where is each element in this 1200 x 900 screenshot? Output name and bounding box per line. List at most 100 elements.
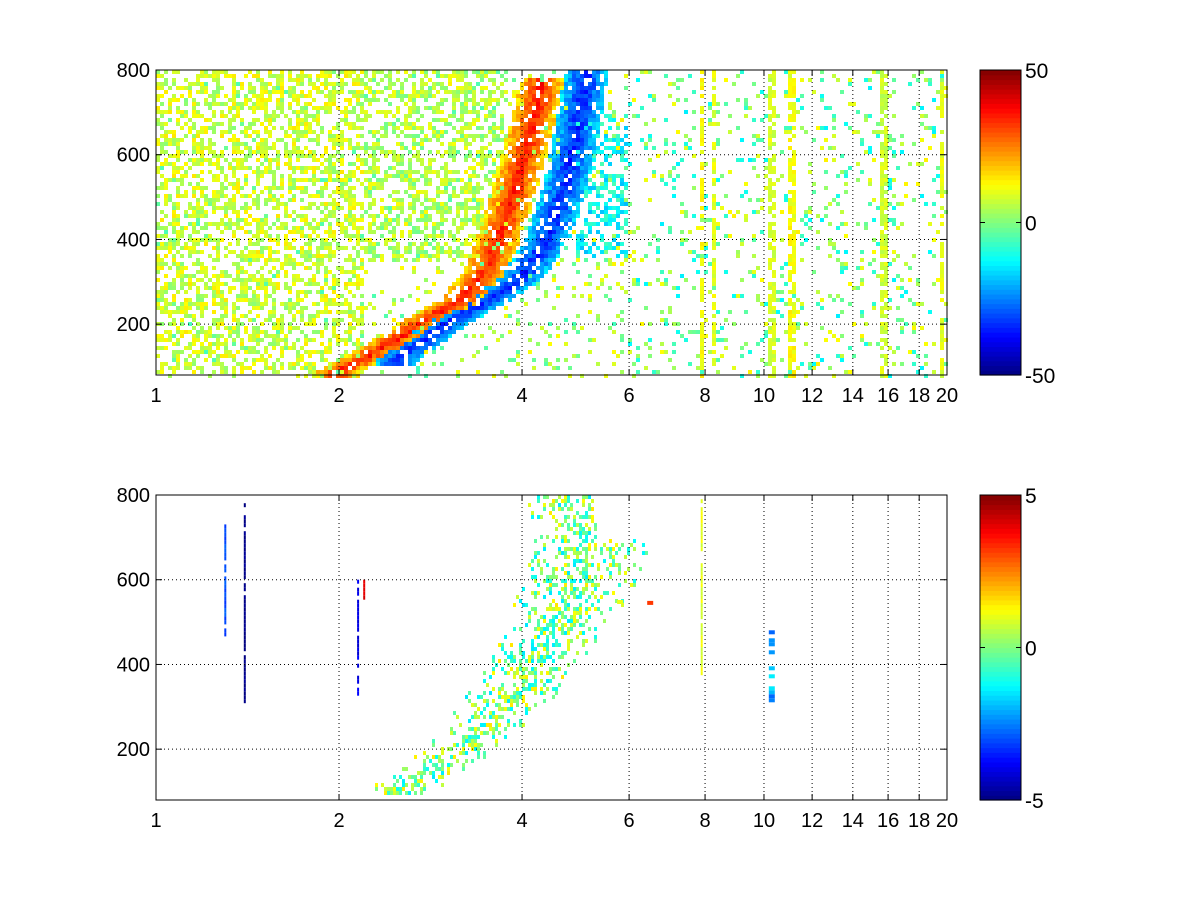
heatmap-cell: [520, 194, 524, 198]
heatmap-cell: [872, 198, 876, 202]
heatmap-cell: [524, 254, 528, 258]
heatmap-cell: [268, 146, 272, 150]
heatmap-cell: [168, 322, 172, 326]
heatmap-cell: [336, 82, 340, 86]
heatmap-cell: [232, 82, 236, 86]
heatmap-cell: [420, 86, 424, 90]
heatmap-cell: [276, 234, 280, 238]
heatmap-cell: [532, 166, 536, 170]
heatmap-cell: [524, 170, 528, 174]
heatmap-cell: [332, 202, 336, 206]
heatmap-cell: [576, 166, 580, 170]
heatmap-cell: [164, 142, 168, 146]
heatmap-cell: [632, 250, 636, 254]
heatmap-cell: [572, 230, 576, 234]
heatmap-cell: [360, 302, 364, 306]
heatmap-cell: [500, 194, 504, 198]
heatmap-cell: [536, 154, 540, 158]
heatmap-cell: [372, 202, 376, 206]
heatmap-cell: [356, 318, 360, 322]
heatmap-cell: [508, 190, 512, 194]
heatmap-cell: [828, 294, 832, 298]
heatmap-cell: [912, 74, 916, 78]
heatmap-cell: [832, 114, 836, 118]
heatmap-cell: [328, 130, 332, 134]
heatmap-cell: [392, 254, 396, 258]
heatmap-cell: [360, 94, 364, 98]
heatmap-cell: [260, 82, 264, 86]
heatmap-cell: [484, 118, 488, 122]
heatmap-cell: [540, 194, 544, 198]
heatmap-cell: [752, 82, 756, 86]
heatmap-cell: [400, 202, 404, 206]
heatmap-cell: [792, 258, 796, 262]
heatmap-cell: [384, 218, 388, 222]
heatmap-cell: [548, 234, 552, 238]
heatmap-cell: [892, 114, 896, 118]
heatmap-cell: [224, 326, 228, 330]
heatmap-cell: [320, 310, 324, 314]
heatmap-cell: [308, 266, 312, 270]
heatmap-cell: [544, 86, 548, 90]
heatmap-cell: [464, 106, 468, 110]
heatmap-cell: [492, 182, 496, 186]
heatmap-cell: [712, 246, 716, 250]
heatmap-cell: [164, 302, 168, 306]
heatmap-cell: [576, 114, 580, 118]
heatmap-cell: [884, 242, 888, 246]
heatmap-cell: [264, 198, 268, 202]
heatmap-cell: [320, 74, 324, 78]
heatmap-cell: [588, 186, 592, 190]
heatmap-cell: [256, 202, 260, 206]
heatmap-cell: [772, 78, 776, 82]
heatmap-cell: [372, 198, 376, 202]
heatmap-cell: [232, 198, 236, 202]
heatmap-cell: [156, 194, 160, 198]
heatmap-cell: [280, 266, 284, 270]
heatmap-cell: [528, 194, 532, 198]
heatmap-cell: [280, 110, 284, 114]
heatmap-cell: [524, 138, 528, 142]
heatmap-cell: [500, 150, 504, 154]
heatmap-cell: [392, 190, 396, 194]
heatmap-cell: [396, 222, 400, 226]
heatmap-cell: [532, 234, 536, 238]
heatmap-cell: [216, 238, 220, 242]
heatmap-cell: [476, 110, 480, 114]
heatmap-cell: [312, 154, 316, 158]
heatmap-cell: [540, 110, 544, 114]
heatmap-cell: [420, 322, 424, 326]
heatmap-cell: [352, 126, 356, 130]
heatmap-cell: [272, 306, 276, 310]
heatmap-cell: [320, 246, 324, 250]
heatmap-cell: [472, 218, 476, 222]
heatmap-cell: [512, 150, 516, 154]
heatmap-cell: [524, 270, 528, 274]
heatmap-cell: [584, 138, 588, 142]
heatmap-cell: [876, 70, 880, 74]
heatmap-cell: [468, 154, 472, 158]
heatmap-cell: [400, 130, 404, 134]
heatmap-cell: [768, 198, 772, 202]
heatmap-cell: [536, 214, 540, 218]
heatmap-cell: [380, 110, 384, 114]
heatmap-cell: [216, 246, 220, 250]
heatmap-cell: [752, 254, 756, 258]
heatmap-cell: [540, 270, 544, 274]
heatmap-cell: [172, 318, 176, 322]
heatmap-cell: [464, 206, 468, 210]
heatmap-cell: [496, 214, 500, 218]
heatmap-cell: [456, 318, 460, 322]
heatmap-cell: [584, 190, 588, 194]
heatmap-cell: [808, 78, 812, 82]
heatmap-cell: [204, 82, 208, 86]
heatmap-cell: [300, 118, 304, 122]
heatmap-cell: [288, 246, 292, 250]
heatmap-cell: [788, 258, 792, 262]
heatmap-cell: [180, 234, 184, 238]
heatmap-cell: [896, 202, 900, 206]
heatmap-cell: [308, 74, 312, 78]
heatmap-cell: [800, 258, 804, 262]
heatmap-cell: [296, 154, 300, 158]
heatmap-cell: [500, 118, 504, 122]
